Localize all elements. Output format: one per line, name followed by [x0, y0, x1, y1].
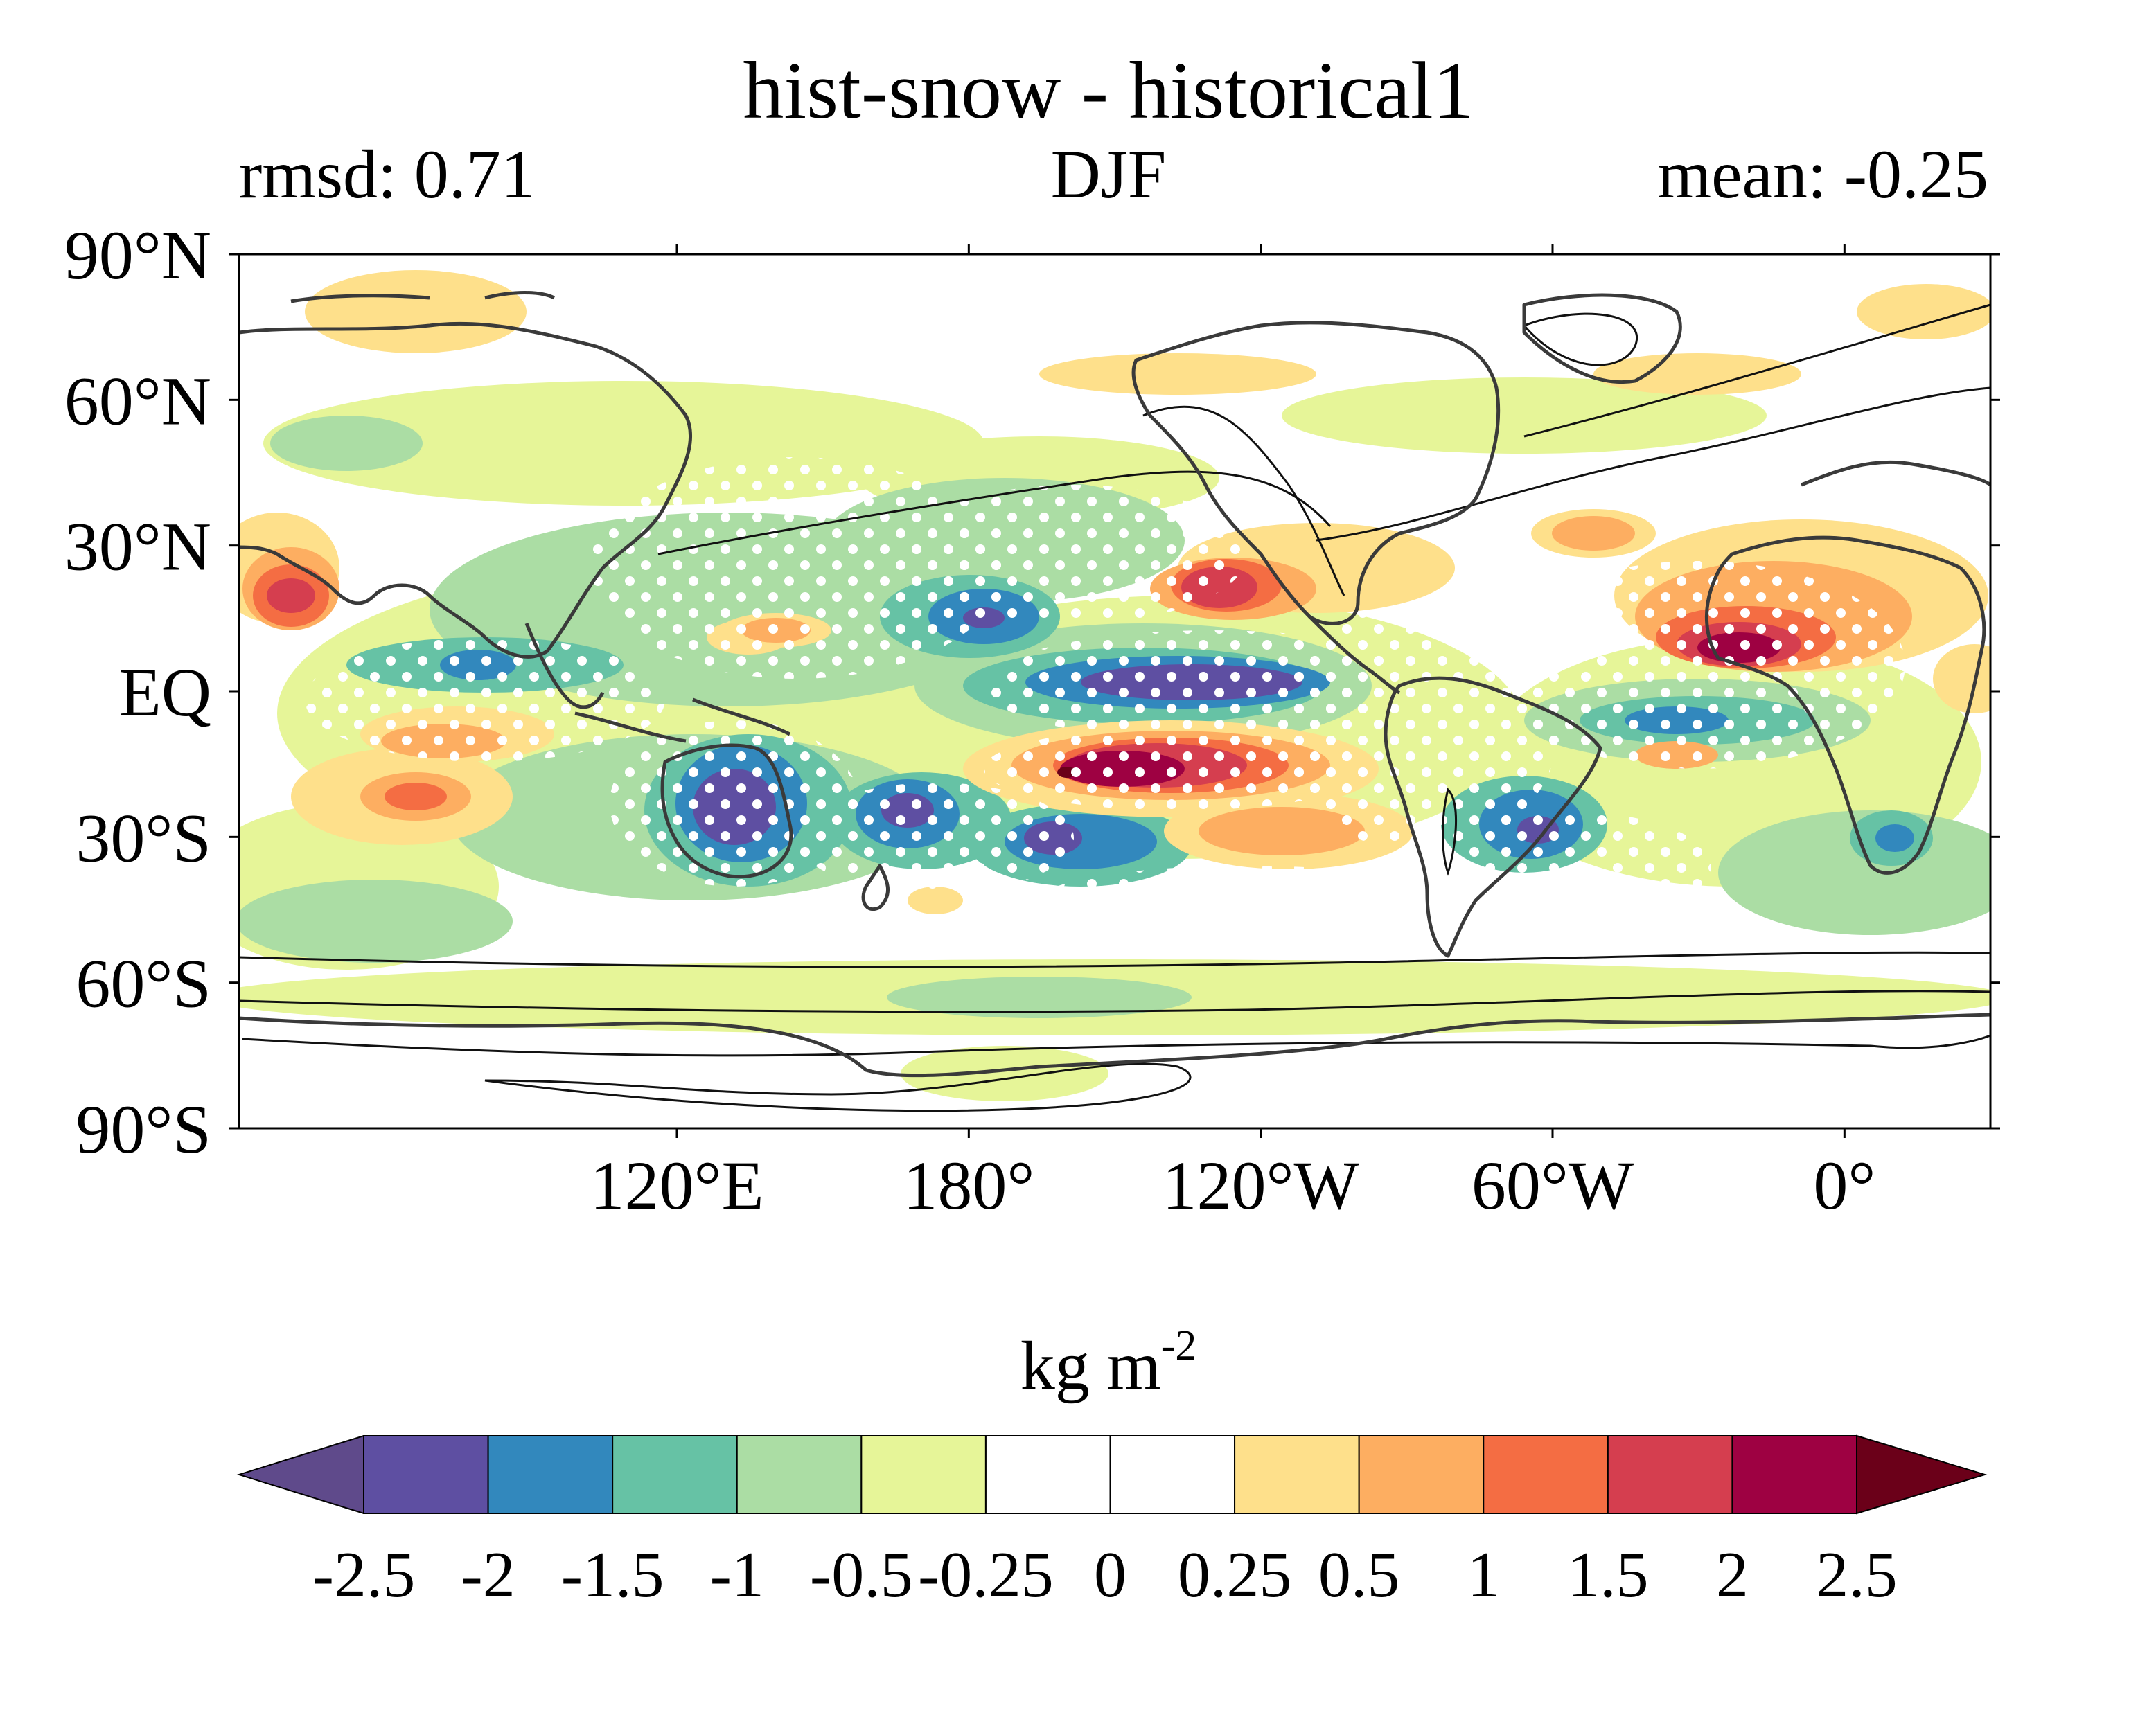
colorbar-tick-label: 0: [1094, 1539, 1126, 1611]
subtitle-left: rmsd: 0.71: [239, 136, 536, 213]
colorbar-box: [1234, 1435, 1360, 1514]
colorbar-tick-label: 1: [1467, 1539, 1500, 1611]
colorbar-box: [1483, 1435, 1609, 1514]
colorbar-tick-label: -2: [461, 1539, 515, 1611]
lat-tick-label: EQ: [119, 654, 211, 731]
colorbar-tick-label: 0.5: [1318, 1539, 1400, 1611]
colorbar: kg m-2 -2.5 -2 -1.5 -1 -0.5 -0.25 0 0.25 0.5 1 1.5…: [236, 1322, 1988, 1611]
colorbar-label: kg m-2: [1020, 1322, 1196, 1404]
colorbar-tick-labels: -2.5 -2 -1.5 -1 -0.5 -0.25 0 0.25 0.5 1 1.5 2 2.5: [312, 1539, 1898, 1611]
colorbar-boxes: [236, 1434, 1988, 1515]
lat-tick-label: 90°S: [76, 1091, 211, 1168]
lat-tick-label: 60°S: [76, 945, 211, 1022]
lat-tick-label: 90°N: [64, 217, 211, 294]
colorbar-tick-label: -0.5: [810, 1539, 913, 1611]
colorbar-box: [1358, 1435, 1485, 1514]
lon-tick-label: 0°: [1813, 1147, 1875, 1224]
colorbar-box: [1731, 1435, 1858, 1514]
colorbar-tick-label: 0.25: [1178, 1539, 1292, 1611]
colorbar-tick-label: 1.5: [1567, 1539, 1649, 1611]
lat-tick-label: 60°N: [64, 362, 211, 439]
colorbar-tick-label: -1.5: [561, 1539, 664, 1611]
lon-tick-label: 120°E: [590, 1147, 763, 1224]
colorbar-tick-label: 2: [1716, 1539, 1749, 1611]
coastlines: [239, 291, 1990, 1078]
figure-title: hist-snow - historical1: [743, 45, 1474, 136]
colorbar-box: [363, 1435, 489, 1514]
map-ticks: [229, 244, 2000, 1138]
shaded-field: [239, 270, 1990, 1112]
lat-labels: 90°N 60°N 30°N EQ 30°S 60°S 90°S: [64, 217, 211, 1168]
subtitle-center: DJF: [1051, 136, 1167, 213]
colorbar-extend-low: [236, 1434, 364, 1515]
colorbar-box: [1109, 1435, 1236, 1514]
colorbar-label-exponent: -2: [1161, 1322, 1197, 1369]
colorbar-tick-label: -2.5: [312, 1539, 416, 1611]
colorbar-box: [860, 1435, 987, 1514]
colorbar-box: [1607, 1435, 1733, 1514]
lat-tick-label: 30°S: [76, 799, 211, 876]
contour-lines: [239, 303, 1990, 1112]
colorbar-tick-label: 2.5: [1816, 1539, 1898, 1611]
lon-tick-label: 60°W: [1472, 1147, 1634, 1224]
colorbar-box: [736, 1435, 863, 1514]
lon-labels: 120°E 180° 120°W 60°W 0°: [590, 1147, 1875, 1224]
colorbar-tick-label: -0.25: [918, 1539, 1054, 1611]
lon-tick-label: 180°: [903, 1147, 1034, 1224]
colorbar-label-text: kg m: [1020, 1327, 1161, 1404]
lat-tick-label: 30°N: [64, 508, 211, 585]
colorbar-box: [984, 1435, 1111, 1514]
subtitle-right: mean: -0.25: [1657, 136, 1988, 213]
stippling: [305, 457, 1905, 935]
colorbar-box: [487, 1435, 614, 1514]
colorbar-tick-label: -1: [710, 1539, 764, 1611]
colorbar-box: [612, 1435, 738, 1514]
lon-tick-label: 120°W: [1162, 1147, 1359, 1224]
colorbar-extend-high: [1856, 1434, 1988, 1515]
